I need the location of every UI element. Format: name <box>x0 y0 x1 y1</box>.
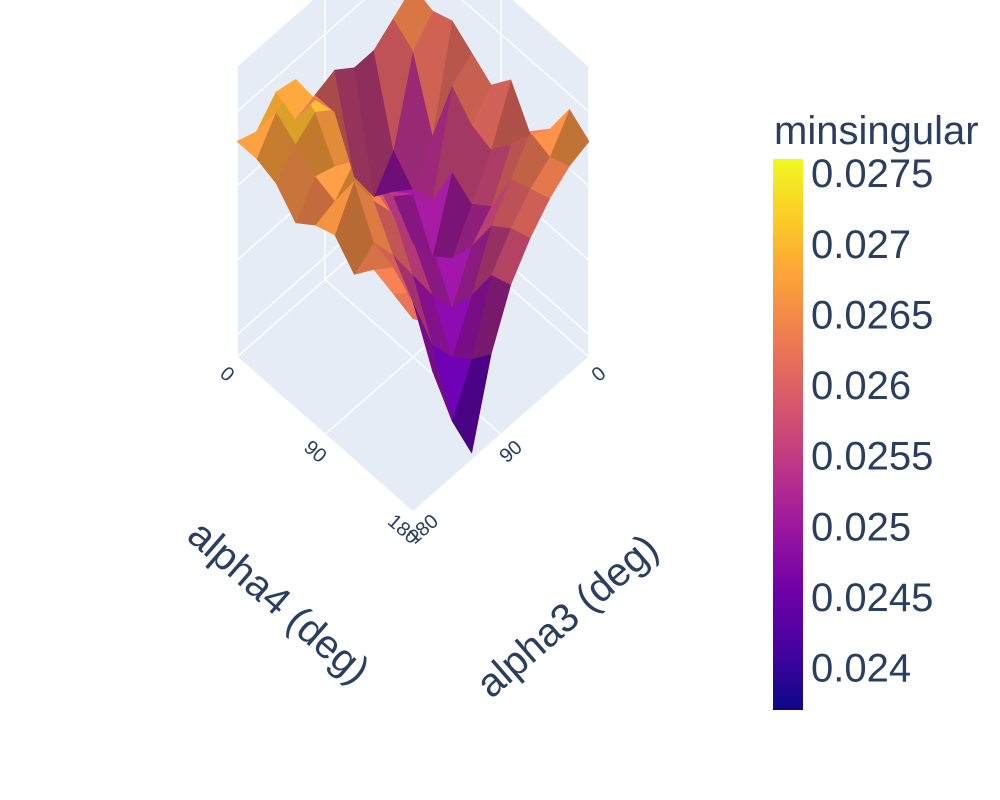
surface-mesh <box>236 0 590 454</box>
colorbar-tick-label: 0.024 <box>811 647 911 691</box>
wall-gridline-z <box>461 0 590 113</box>
y-tick-label: 0 <box>216 363 239 387</box>
colorbar-tick-label: 0.0265 <box>811 293 933 337</box>
colorbar-tick-label: 0.0275 <box>811 152 933 196</box>
colorbar-gradient <box>773 159 803 710</box>
colorbar-tick-label: 0.0245 <box>811 576 933 620</box>
x-axis-title: alpha3 (deg) <box>468 526 666 707</box>
colorbar-tick-label: 0.027 <box>811 223 911 267</box>
colorbar-ticks: 0.0275 0.027 0.0265 0.026 0.0255 0.025 0.0245 0… <box>811 152 933 690</box>
colorbar-title: minsingular <box>774 109 979 153</box>
colorbar-tick-label: 0.026 <box>811 364 911 408</box>
floor-gridline-y <box>412 356 590 513</box>
floor-gridline-x <box>236 356 414 513</box>
colorbar-tick-label: 0.0255 <box>811 435 933 479</box>
colorbar-tick-label: 0.025 <box>811 505 911 549</box>
wall-gridline-z <box>236 0 365 113</box>
y-tick-label: 90 <box>299 436 330 467</box>
x-tick-label: 90 <box>495 436 526 467</box>
surface-patch <box>393 0 433 51</box>
y-axis-title: alpha4 (deg) <box>179 512 377 693</box>
colorbar: minsingular 0.0275 0.027 0.0265 0.026 0.0255… <box>773 109 979 710</box>
x-tick-label: 0 <box>588 363 611 387</box>
